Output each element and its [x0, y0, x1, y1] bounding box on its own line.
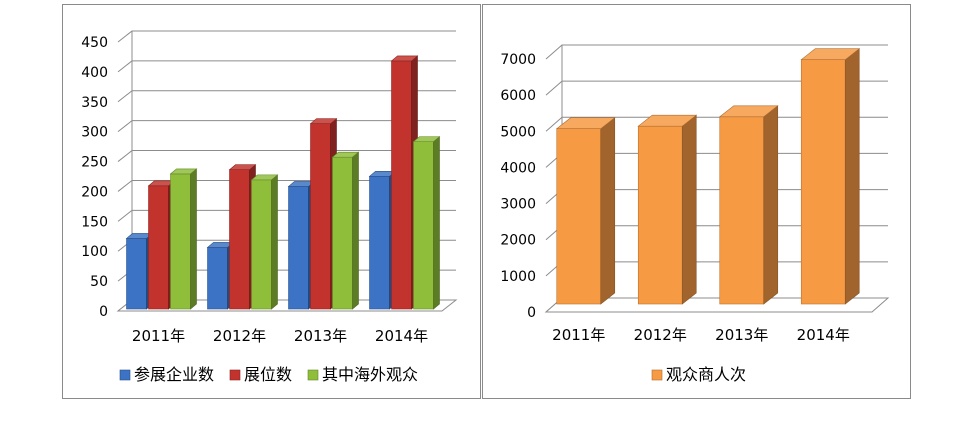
- legend-label: 观众商人次: [666, 365, 746, 384]
- x-tick-label: 2011年: [552, 326, 605, 344]
- legend: 观众商人次: [651, 365, 746, 384]
- left-chart: 0 50 100 150 200 250 300 350 400 450 2011年 2012年 201…: [81, 30, 458, 384]
- y-tick-label: 0: [527, 305, 536, 321]
- legend-label: 展位数: [244, 365, 292, 384]
- y-tick-label: 50: [90, 274, 108, 290]
- y-tick-label: 250: [81, 155, 108, 171]
- legend: 参展企业数 展位数 其中海外观众: [119, 365, 418, 384]
- y-tick-label: 200: [81, 184, 108, 200]
- right-chart: 0 1000 2000 3000 4000 5000 6000 7000 2011年 2012年 2…: [500, 44, 890, 384]
- bar: [250, 174, 279, 310]
- bar: [412, 135, 441, 310]
- legend-item: 参展企业数: [119, 365, 214, 384]
- legend-item: 其中海外观众: [307, 365, 418, 384]
- x-tick-label: 2011年: [132, 327, 185, 345]
- y-tick-label: 450: [81, 35, 108, 51]
- y-tick-label: 6000: [500, 88, 536, 104]
- legend-label: 其中海外观众: [322, 365, 418, 384]
- bar: [555, 117, 616, 305]
- y-tick-label: 0: [99, 304, 108, 320]
- bar: [169, 168, 198, 310]
- y-tick-label: 2000: [500, 233, 536, 249]
- y-tick-label: 300: [81, 125, 108, 141]
- y-tick-label: 3000: [500, 197, 536, 213]
- bar: [331, 151, 360, 310]
- y-tick-label: 350: [81, 95, 108, 111]
- y-tick-label: 150: [81, 214, 108, 230]
- bar: [718, 105, 779, 305]
- x-tick-label: 2014年: [375, 327, 428, 345]
- x-tick-label: 2012年: [634, 326, 687, 344]
- bar: [637, 114, 698, 305]
- legend-item: 展位数: [229, 365, 292, 384]
- x-tick-label: 2014年: [797, 326, 850, 344]
- y-tick-label: 400: [81, 65, 108, 81]
- x-tick-label: 2013年: [294, 327, 347, 345]
- x-tick-label: 2013年: [715, 326, 768, 344]
- y-tick-label: 5000: [500, 124, 536, 140]
- x-tick-label: 2012年: [213, 327, 266, 345]
- legend-swatch: [119, 369, 131, 381]
- bar: [800, 48, 861, 305]
- y-tick-label: 7000: [500, 52, 536, 68]
- y-tick-label: 4000: [500, 160, 536, 176]
- legend-item: 观众商人次: [651, 365, 746, 384]
- y-tick-label: 1000: [500, 269, 536, 285]
- y-tick-label: 100: [81, 244, 108, 260]
- legend-swatch: [651, 369, 663, 381]
- legend-swatch: [307, 369, 319, 381]
- legend-swatch: [229, 369, 241, 381]
- legend-label: 参展企业数: [134, 365, 214, 384]
